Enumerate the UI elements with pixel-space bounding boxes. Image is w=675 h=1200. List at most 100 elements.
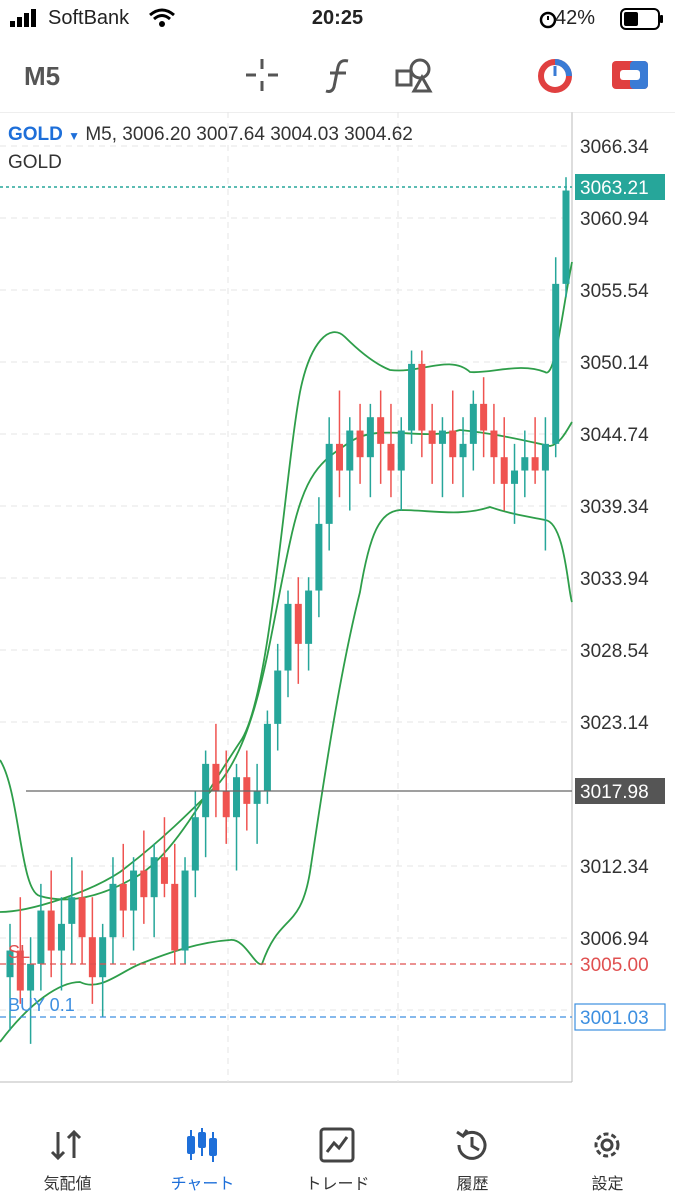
chart-candles-icon	[187, 1128, 217, 1162]
candle-body	[469, 403, 477, 444]
price-label: 3033.94	[580, 569, 649, 590]
candle-body	[37, 910, 45, 964]
candle-body	[99, 937, 107, 978]
candle-body	[346, 430, 354, 471]
nav-trade[interactable]: トレード	[270, 1114, 405, 1200]
price-label: 3060.94	[580, 209, 649, 230]
candle-body	[160, 857, 168, 884]
candle-body	[140, 870, 148, 898]
buy-price-tag	[574, 1003, 666, 1031]
symbol-dropdown-icon[interactable]: ▼	[68, 129, 81, 143]
nav-quotes[interactable]: 気配値	[0, 1114, 135, 1200]
alarm-icon	[539, 11, 557, 29]
candle-body	[47, 910, 55, 951]
crosshair-icon[interactable]	[244, 57, 280, 93]
candle-body	[449, 430, 457, 458]
status-bar: SoftBank 20:25 42%	[0, 0, 675, 38]
candle-body	[480, 403, 488, 431]
candle-body	[500, 457, 508, 484]
candle-body	[88, 937, 96, 978]
candle-body	[356, 430, 364, 458]
buy-position-label: BUY 0.1	[8, 995, 75, 1015]
price-label: 3044.74	[580, 425, 649, 446]
bollinger-lower	[0, 506, 573, 1043]
candle-body	[171, 883, 179, 951]
candle-body	[366, 417, 374, 458]
candle-body	[263, 723, 271, 791]
candle-body	[253, 790, 261, 804]
nav-history[interactable]: 履歴	[405, 1114, 540, 1200]
bollinger-upper	[0, 261, 573, 901]
candle-body	[130, 870, 138, 911]
bottom-navigation: 気配値 チャート トレード 履歴 設定	[0, 1114, 675, 1200]
chart-canvas[interactable]: 3066.34 3060.94 3055.54 3050.14 3044.74 3039.…	[0, 112, 675, 1084]
candle-body	[438, 430, 446, 444]
candle-body	[521, 457, 529, 471]
nav-settings[interactable]: 設定	[540, 1114, 675, 1200]
candle-body	[541, 443, 549, 471]
nav-label: 気配値	[43, 1176, 92, 1193]
candle-body	[377, 417, 385, 444]
candle-body	[428, 430, 436, 444]
price-label: 3055.54	[580, 281, 649, 302]
nav-label: トレード	[305, 1176, 370, 1193]
function-icon[interactable]	[322, 57, 356, 93]
candle-body	[119, 883, 127, 911]
signal-icon	[10, 9, 36, 27]
objects-icon[interactable]	[394, 55, 434, 95]
candle-body	[325, 443, 333, 524]
candle-body	[490, 430, 498, 458]
candle-body	[562, 190, 570, 284]
candle-body	[418, 363, 426, 431]
candle-body	[294, 603, 302, 644]
carrier-name: SoftBank	[48, 7, 130, 29]
candle-body	[284, 603, 292, 671]
wifi-icon	[149, 8, 175, 27]
candle-body	[222, 790, 230, 818]
candle-body	[57, 923, 65, 951]
nav-chart[interactable]: チャート	[135, 1114, 270, 1200]
candle-body	[552, 283, 560, 444]
trade-icon[interactable]	[610, 59, 650, 91]
candle-body	[274, 670, 282, 724]
timeframe-button[interactable]: M5	[24, 61, 61, 91]
buy-price-label: 3001.03	[580, 1008, 649, 1029]
candle-body	[459, 443, 467, 458]
reference-price-tag	[575, 778, 665, 804]
candle-body	[233, 777, 241, 818]
current-price-tag	[575, 174, 665, 200]
price-label: 3039.34	[580, 497, 649, 518]
candle-body	[16, 950, 24, 991]
bollinger-middle	[0, 421, 573, 913]
candle-body	[27, 963, 35, 991]
price-chart[interactable]: 3066.34 3060.94 3055.54 3050.14 3044.74 3039.…	[0, 112, 675, 1084]
candle-body	[315, 523, 323, 591]
current-price-label: 3063.21	[580, 178, 649, 199]
candle-body	[68, 897, 76, 924]
candle-body	[212, 763, 220, 791]
candle-body	[531, 457, 539, 471]
candle-body	[511, 470, 519, 484]
chart-subtitle: GOLD	[8, 152, 62, 173]
price-label: 3028.54	[580, 641, 649, 662]
candle-body	[387, 443, 395, 471]
price-label: 3006.94	[580, 929, 649, 950]
symbol-name[interactable]: GOLD	[8, 124, 63, 145]
candle-body	[191, 817, 199, 871]
history-icon	[456, 1129, 487, 1160]
clock: 20:25	[311, 7, 364, 29]
candle-body	[335, 443, 343, 471]
battery-percent: 42%	[554, 7, 595, 29]
candle-body	[408, 363, 416, 431]
candle-body	[78, 897, 86, 938]
battery-icon	[620, 8, 663, 30]
nav-label: チャート	[170, 1176, 235, 1193]
candle-body	[150, 857, 158, 898]
stop-loss-price: 3005.00	[580, 955, 649, 976]
price-label: 3023.14	[580, 713, 649, 734]
price-label: 3012.34	[580, 857, 649, 878]
candle-body	[305, 590, 313, 644]
timeframe-switch-icon[interactable]	[536, 57, 574, 95]
chart-toolbar: M5	[0, 45, 675, 105]
candle-body	[181, 870, 189, 951]
